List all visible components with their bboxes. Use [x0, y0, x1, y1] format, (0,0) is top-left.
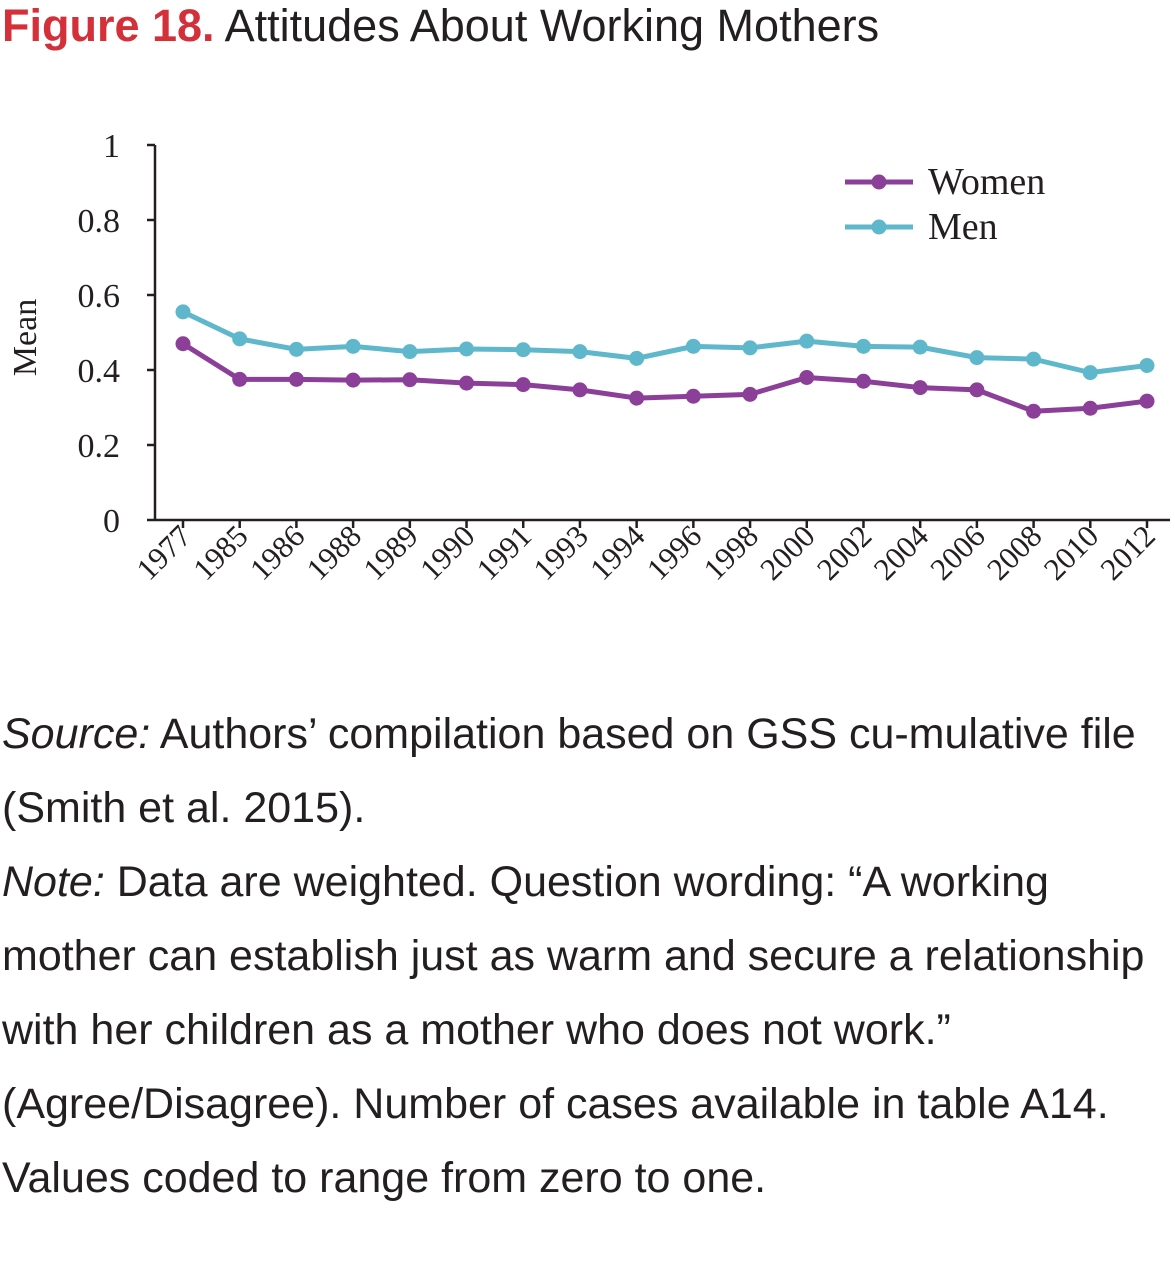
x-tick-label: 1994: [583, 518, 652, 587]
legend-label-men: Men: [928, 206, 998, 248]
y-tick-label: 0.2: [78, 428, 121, 465]
data-point-men: [912, 339, 928, 355]
data-point-women: [969, 382, 985, 398]
note-text: Data are weighted. Question wording: “A …: [2, 858, 1145, 1202]
y-tick-label: 0.6: [78, 278, 121, 315]
data-point-men: [572, 344, 588, 360]
x-tick-label: 1977: [129, 518, 198, 587]
source-label: Source:: [2, 710, 151, 758]
data-point-women: [912, 380, 928, 396]
x-tick-label: 2012: [1093, 518, 1162, 587]
data-point-women: [459, 375, 475, 391]
data-point-women: [629, 390, 645, 406]
data-point-men: [1082, 365, 1098, 381]
explanatory-note: Note: Data are weighted. Question wordin…: [2, 845, 1162, 1215]
data-point-men: [459, 341, 475, 357]
data-point-women: [799, 370, 815, 385]
data-point-men: [232, 331, 248, 347]
data-point-women: [1026, 403, 1042, 419]
figure-notes: Source: Authors’ compilation based on GS…: [2, 697, 1162, 1215]
y-axis-title: Mean: [7, 299, 44, 376]
data-point-men: [515, 342, 531, 358]
data-point-women: [1139, 393, 1155, 409]
x-tick-label: 2002: [810, 518, 879, 587]
x-tick-label: 2004: [867, 518, 936, 587]
x-tick-label: 1989: [356, 518, 425, 587]
data-point-men: [402, 344, 418, 360]
figure-caption: Attitudes About Working Mothers: [224, 0, 880, 51]
series-line-women: [181, 341, 1148, 414]
data-point-women: [855, 373, 871, 389]
y-tick-label: 0.4: [78, 353, 121, 390]
source-note: Source: Authors’ compilation based on GS…: [2, 697, 1162, 845]
series-line-men: [181, 309, 1148, 376]
x-tick-label: 1993: [526, 518, 595, 587]
data-point-women: [742, 386, 758, 402]
x-tick-label: 1985: [186, 518, 255, 587]
x-tick-label: 2000: [753, 518, 822, 587]
data-point-men: [175, 304, 191, 320]
legend-label-women: Women: [928, 161, 1045, 203]
x-tick-label: 1988: [299, 518, 368, 587]
data-point-men: [1139, 358, 1155, 373]
data-point-women: [232, 371, 248, 387]
data-point-men: [345, 338, 361, 354]
data-point-women: [572, 382, 588, 398]
source-text: Authors’ compilation based on GSS cu-mul…: [2, 710, 1136, 832]
y-tick-label: 0.8: [78, 203, 121, 240]
data-point-men: [799, 333, 815, 349]
y-tick-label: 1: [103, 128, 120, 165]
data-point-men: [288, 341, 304, 357]
data-point-women: [345, 372, 361, 388]
y-tick-label: 0: [103, 503, 120, 540]
x-tick-label: 1986: [243, 518, 312, 587]
figure-label: Figure 18.: [2, 0, 215, 51]
data-point-men: [742, 340, 758, 356]
x-tick-label: 1998: [696, 518, 765, 587]
data-point-women: [1082, 400, 1098, 416]
legend-swatch-marker-men: [871, 219, 887, 235]
x-tick-label: 1990: [413, 518, 482, 587]
data-point-men: [1026, 351, 1042, 367]
data-point-women: [515, 377, 531, 393]
line-chart: 00.20.40.60.81Mean1977198519861988198919…: [7, 128, 1170, 587]
figure-title: Figure 18. Attitudes About Working Mothe…: [2, 2, 879, 50]
x-tick-label: 2010: [1037, 518, 1106, 587]
data-point-women: [288, 371, 304, 387]
data-point-men: [969, 350, 985, 366]
x-tick-label: 2008: [980, 518, 1049, 587]
data-point-men: [629, 350, 645, 366]
x-tick-label: 1991: [470, 518, 539, 587]
data-point-women: [685, 388, 701, 404]
x-tick-label: 2006: [923, 518, 992, 587]
data-point-women: [175, 336, 191, 352]
data-point-men: [685, 338, 701, 354]
x-tick-label: 1996: [640, 518, 709, 587]
data-point-men: [855, 338, 871, 354]
note-label: Note:: [2, 858, 105, 906]
data-point-women: [402, 372, 418, 388]
legend-swatch-marker-women: [871, 174, 887, 190]
